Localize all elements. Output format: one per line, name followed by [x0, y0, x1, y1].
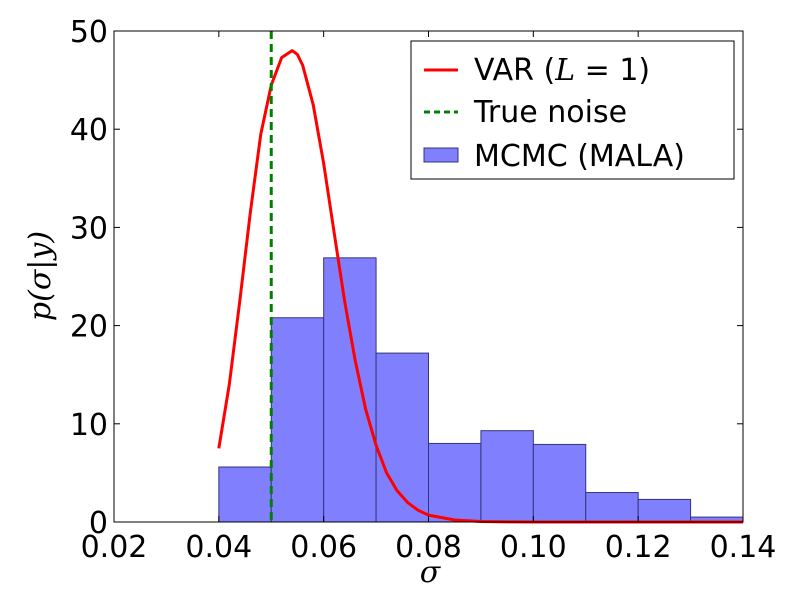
legend-true-noise-label: True noise — [473, 95, 627, 130]
x-axis-label: σ — [420, 555, 442, 590]
x-tick-label: 0.02 — [81, 530, 148, 565]
y-tick-label: 40 — [70, 113, 108, 148]
histogram-bar — [270, 317, 325, 523]
y-tick-label: 50 — [70, 15, 108, 50]
x-tick-label: 0.04 — [185, 530, 252, 565]
legend: VAR (L = 1) True noise MCMC (MALA) — [410, 40, 735, 180]
histogram-bar — [480, 430, 534, 523]
legend-mcmc-label: MCMC (MALA) — [474, 139, 685, 174]
axis-ticks — [113, 30, 744, 523]
y-tick-label: 10 — [70, 408, 108, 443]
x-tick-label: 0.10 — [500, 530, 567, 565]
histogram-bar — [218, 466, 272, 523]
y-tick-label: 30 — [70, 211, 108, 246]
y-axis-label: p(σ|y) — [23, 231, 58, 321]
legend-mcmc-swatch — [423, 147, 459, 163]
axis-tick-labels: 0.02 0.04 0.06 0.08 0.10 0.12 0.14 0 10 20 30 40 50 — [70, 15, 777, 565]
x-tick-label: 0.06 — [290, 530, 357, 565]
histogram-bar — [428, 442, 482, 523]
x-tick-label: 0.14 — [710, 530, 777, 565]
legend-var-label: VAR (L = 1) — [474, 53, 650, 88]
x-tick-label: 0.08 — [395, 530, 462, 565]
y-tick-label: 0 — [89, 506, 108, 541]
histogram-bar — [637, 498, 692, 523]
histogram-bar — [585, 492, 639, 523]
x-tick-label: 0.12 — [605, 530, 672, 565]
histogram-bars — [218, 257, 744, 523]
y-tick-label: 20 — [70, 310, 108, 345]
histogram-bar — [375, 352, 430, 523]
histogram-bar — [323, 257, 377, 523]
legend-box — [410, 40, 735, 180]
histogram-bar — [532, 443, 587, 523]
